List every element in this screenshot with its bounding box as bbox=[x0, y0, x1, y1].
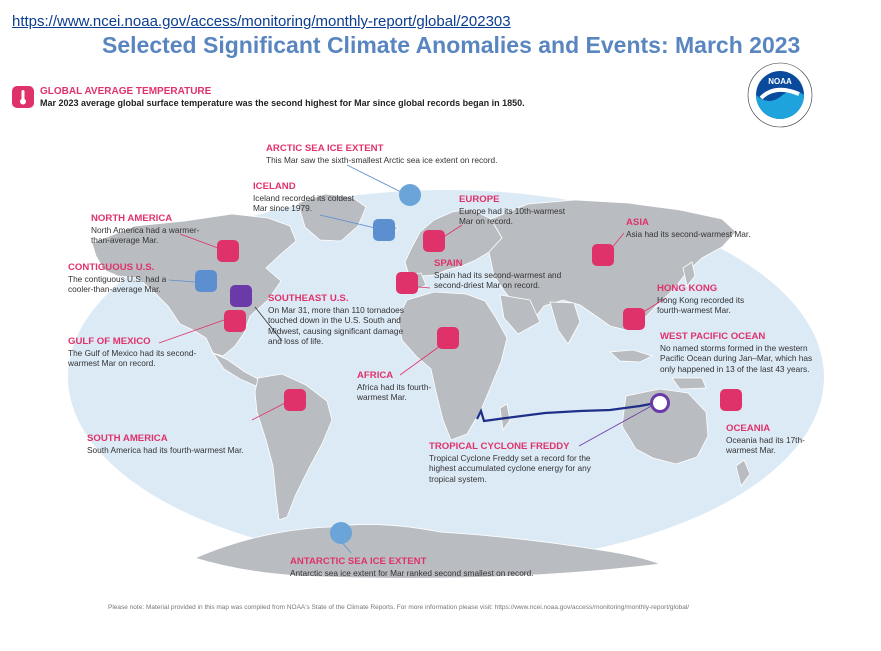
label-heading: CONTIGUOUS U.S. bbox=[68, 262, 155, 273]
label-text: Hong Kong recorded its fourth-warmest Ma… bbox=[657, 295, 745, 316]
label-text: Asia had its second-warmest Mar. bbox=[626, 229, 751, 239]
label-hong-kong: HONG KONG Hong Kong recorded its fourth-… bbox=[657, 283, 757, 316]
label-heading: SPAIN bbox=[434, 258, 463, 269]
footer-note: Please note: Material provided in this m… bbox=[108, 604, 690, 611]
noaa-logo: NOAA bbox=[747, 62, 813, 133]
label-oceania: OCEANIA Oceania had its 17th-warmest Mar… bbox=[726, 423, 806, 456]
japan bbox=[682, 261, 696, 287]
new-guinea bbox=[671, 377, 707, 390]
thermometer-hot-icon bbox=[592, 244, 614, 266]
label-iceland: ICELAND Iceland recorded its coldest Mar… bbox=[253, 181, 363, 214]
label-text: Oceania had its 17th-warmest Mar. bbox=[726, 435, 805, 456]
thermometer-icon bbox=[12, 86, 34, 113]
thermometer-cold-icon bbox=[373, 219, 395, 241]
label-africa: AFRICA Africa had its fourth-warmest Mar… bbox=[357, 370, 447, 403]
label-text: On Mar 31, more than 110 tornadoes touch… bbox=[268, 305, 404, 346]
source-url-link[interactable]: https://www.ncei.noaa.gov/access/monitor… bbox=[12, 13, 511, 30]
label-text: Tropical Cyclone Freddy set a record for… bbox=[429, 453, 591, 484]
label-heading: ASIA bbox=[626, 217, 649, 228]
label-heading: EUROPE bbox=[459, 194, 500, 205]
noaa-logo-text: NOAA bbox=[768, 77, 792, 86]
south-america bbox=[254, 373, 333, 521]
new-zealand bbox=[735, 459, 751, 487]
tornado-icon bbox=[230, 285, 252, 307]
cyclone-icon bbox=[650, 393, 670, 413]
label-freddy: TROPICAL CYCLONE FREDDY Tropical Cyclone… bbox=[429, 441, 609, 484]
label-text: Antarctic sea ice extent for Mar ranked … bbox=[290, 568, 534, 578]
label-arctic: ARCTIC SEA ICE EXTENT This Mar saw the s… bbox=[266, 143, 516, 165]
thermometer-hot-icon bbox=[396, 272, 418, 294]
sea-ice-icon bbox=[399, 184, 421, 206]
global-temp-text: Mar 2023 average global surface temperat… bbox=[40, 98, 525, 108]
madagascar bbox=[499, 403, 511, 432]
thermometer-hot-icon bbox=[423, 230, 445, 252]
thermometer-hot-icon bbox=[217, 240, 239, 262]
label-text: This Mar saw the sixth-smallest Arctic s… bbox=[266, 155, 498, 165]
antarctica bbox=[193, 524, 661, 579]
thermometer-hot-icon bbox=[224, 310, 246, 332]
label-heading: ANTARCTIC SEA ICE EXTENT bbox=[290, 556, 427, 567]
thermometer-hot-icon bbox=[623, 308, 645, 330]
india bbox=[549, 301, 581, 345]
label-text: The Gulf of Mexico had its second-warmes… bbox=[68, 348, 197, 369]
label-heading: ARCTIC SEA ICE EXTENT bbox=[266, 143, 384, 154]
global-temp-heading: GLOBAL AVERAGE TEMPERATURE bbox=[40, 86, 212, 97]
label-heading: SOUTH AMERICA bbox=[87, 433, 168, 444]
label-heading: ICELAND bbox=[253, 181, 296, 192]
label-text: Iceland recorded its coldest Mar since 1… bbox=[253, 193, 355, 214]
label-west-pacific: WEST PACIFIC OCEAN No named storms forme… bbox=[660, 331, 820, 374]
label-text: No named storms formed in the western Pa… bbox=[660, 343, 813, 374]
label-text: South America had its fourth-warmest Mar… bbox=[87, 445, 244, 455]
label-north-america: NORTH AMERICA North America had a warmer… bbox=[91, 213, 216, 246]
thermometer-hot-icon bbox=[284, 389, 306, 411]
label-south-america: SOUTH AMERICA South America had its four… bbox=[87, 433, 287, 455]
label-heading: TROPICAL CYCLONE FREDDY bbox=[429, 441, 570, 452]
label-text: Spain had its second-warmest and second-… bbox=[434, 270, 562, 291]
thermometer-cold-icon bbox=[195, 270, 217, 292]
africa bbox=[397, 291, 508, 441]
freddy-track bbox=[476, 400, 662, 423]
label-europe: EUROPE Europe had its 10th-warmest Mar o… bbox=[459, 194, 569, 227]
australia bbox=[621, 388, 709, 465]
label-heading: GULF OF MEXICO bbox=[68, 336, 151, 347]
label-heading: NORTH AMERICA bbox=[91, 213, 173, 224]
page-title: Selected Significant Climate Anomalies a… bbox=[102, 32, 801, 58]
label-spain: SPAIN Spain had its second-warmest and s… bbox=[434, 258, 574, 291]
label-heading: HONG KONG bbox=[657, 283, 718, 294]
label-text: Europe had its 10th-warmest Mar on recor… bbox=[459, 206, 566, 227]
label-gulf-of-mexico: GULF OF MEXICO The Gulf of Mexico had it… bbox=[68, 336, 213, 369]
label-southeast-us: SOUTHEAST U.S. On Mar 31, more than 110 … bbox=[268, 293, 413, 346]
label-text: North America had a warmer-than-average … bbox=[91, 225, 200, 246]
thermometer-hot-icon bbox=[437, 327, 459, 349]
label-heading: SOUTHEAST U.S. bbox=[268, 293, 349, 304]
label-heading: AFRICA bbox=[357, 370, 394, 381]
label-heading: WEST PACIFIC OCEAN bbox=[660, 331, 766, 342]
se-asia-islands bbox=[609, 349, 654, 363]
label-heading: OCEANIA bbox=[726, 423, 771, 434]
thermometer-hot-icon bbox=[720, 389, 742, 411]
sea-ice-icon bbox=[330, 522, 352, 544]
label-text: The contiguous U.S. had a cooler-than-av… bbox=[68, 274, 167, 295]
label-antarctic: ANTARCTIC SEA ICE EXTENT Antarctic sea i… bbox=[290, 556, 570, 578]
arabia bbox=[499, 294, 541, 335]
label-asia: ASIA Asia had its second-warmest Mar. bbox=[626, 217, 776, 239]
label-contiguous-us: CONTIGUOUS U.S. The contiguous U.S. had … bbox=[68, 262, 170, 295]
label-text: Africa had its fourth-warmest Mar. bbox=[357, 382, 432, 403]
